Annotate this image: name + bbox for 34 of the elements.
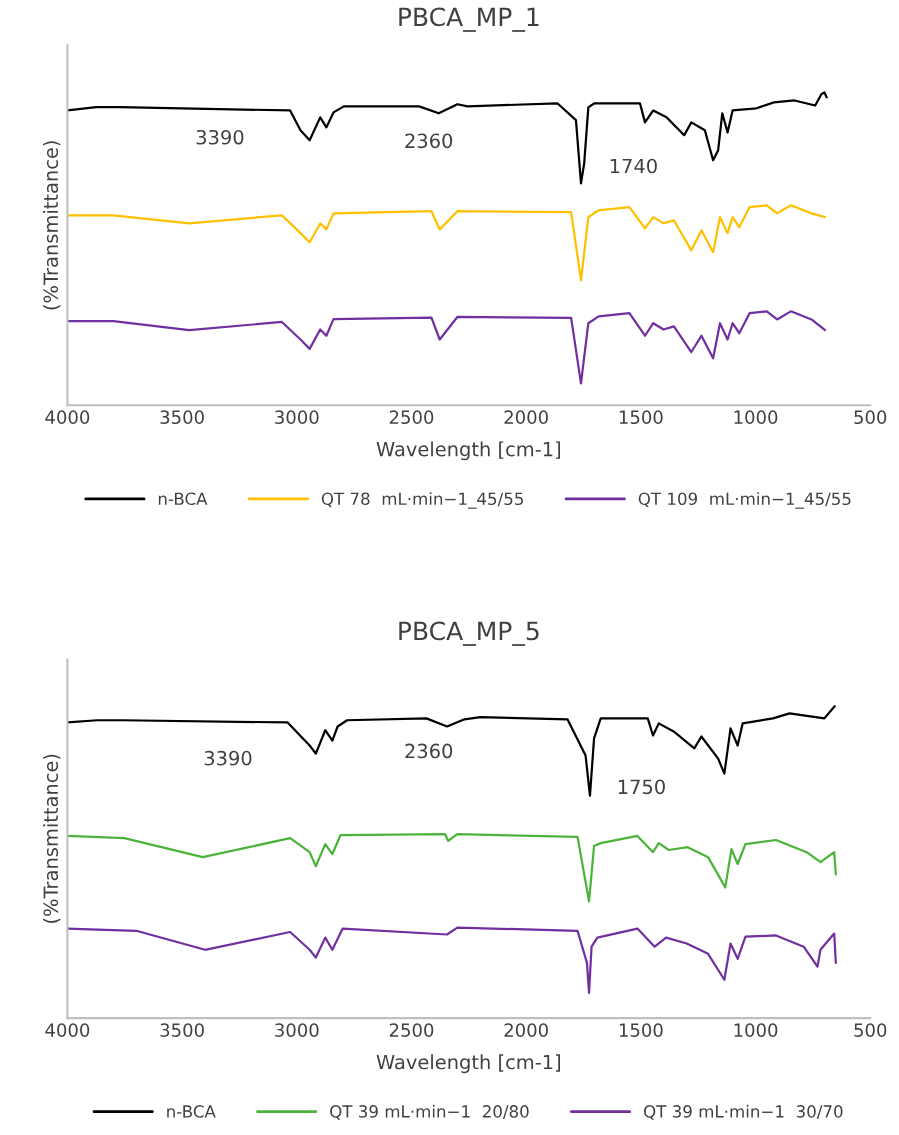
annotation: 2360 bbox=[405, 133, 453, 149]
y-axis-title: (%Transmittance) bbox=[43, 141, 61, 310]
x-tick-label: 500 bbox=[854, 410, 887, 425]
x-tick-label: 3500 bbox=[160, 410, 204, 425]
x-tick-label: 1000 bbox=[734, 1023, 778, 1037]
legend-label: QT 39 mL·min−1 20/80 bbox=[330, 1104, 529, 1120]
x-tick-label: 2500 bbox=[389, 1023, 434, 1037]
x-tick-label: 2000 bbox=[504, 410, 548, 425]
x-axis-title: Wavelength [cm-1] bbox=[376, 1054, 561, 1074]
chart-title: PBCA_MP_1 bbox=[399, 7, 539, 32]
x-tick-label: 4000 bbox=[45, 410, 90, 425]
x-tick-label: 1000 bbox=[734, 410, 778, 425]
x-tick-label: 3500 bbox=[160, 1023, 204, 1037]
annotation: 1750 bbox=[618, 779, 665, 795]
y-axis-title: (%Transmittance) bbox=[43, 754, 61, 923]
x-tick-label: 500 bbox=[854, 1023, 887, 1037]
legend-label: QT 109 mL·min−1_45/55 bbox=[638, 492, 851, 509]
x-tick-label: 2000 bbox=[504, 1023, 548, 1037]
x-axis-title: Wavelength [cm-1] bbox=[376, 441, 561, 461]
legend-label: n-BCA bbox=[158, 492, 208, 506]
x-tick-label: 3000 bbox=[275, 410, 319, 425]
x-tick-label: 1500 bbox=[619, 1023, 663, 1037]
x-tick-label: 4000 bbox=[45, 1023, 90, 1037]
annotation: 2360 bbox=[405, 743, 453, 759]
legend-label: QT 39 mL·min−1 30/70 bbox=[644, 1104, 843, 1120]
annotation: 3390 bbox=[196, 129, 244, 145]
legend-label: n-BCA bbox=[167, 1105, 216, 1118]
annotation: 1740 bbox=[610, 158, 657, 174]
annotation: 3390 bbox=[204, 750, 252, 766]
x-tick-label: 1500 bbox=[619, 410, 663, 425]
legend-label: QT 78 mL·min−1_45/55 bbox=[321, 492, 523, 509]
x-tick-label: 2500 bbox=[389, 410, 434, 425]
x-tick-label: 3000 bbox=[275, 1023, 319, 1037]
chart-title: PBCA_MP_5 bbox=[399, 621, 539, 646]
